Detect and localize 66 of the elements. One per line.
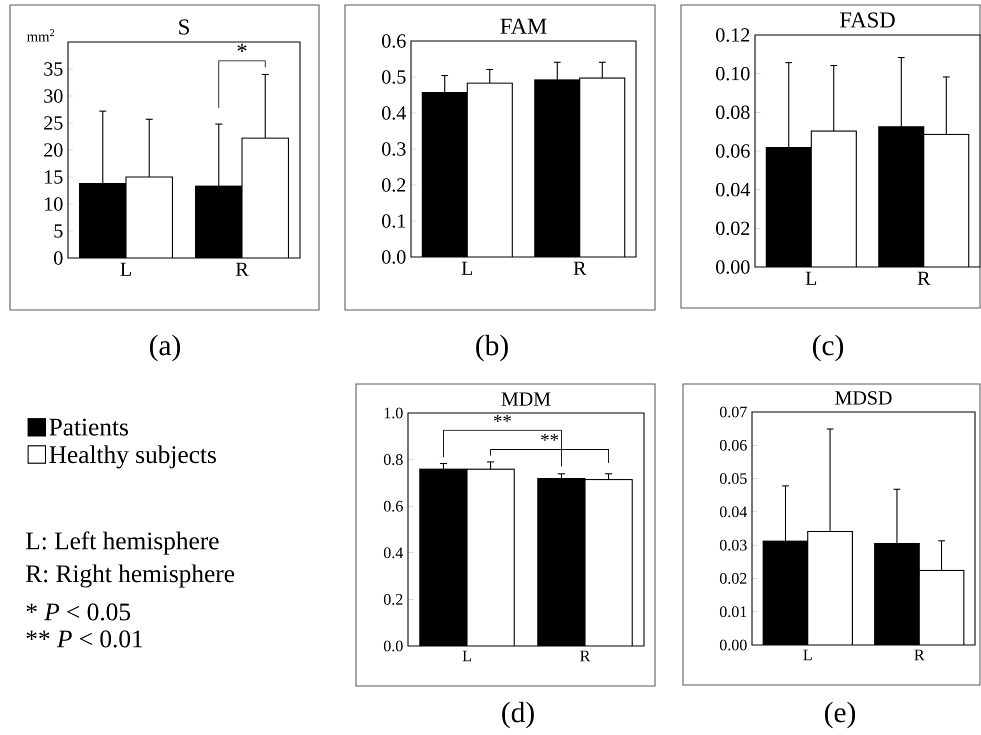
chart-title: MDM [502, 392, 550, 406]
y-tick-label: 0.07 [720, 406, 747, 418]
chart-title: FASD [840, 12, 895, 28]
y-tick-label: 0.8 [384, 454, 403, 466]
x-axis-title: (e) [825, 702, 856, 728]
x-tick-label: L [803, 650, 812, 660]
x-tick-label: R [914, 650, 925, 660]
y-tick-label: 0.10 [716, 66, 750, 80]
y-tick-label: 5 [54, 224, 63, 238]
text: L: Left hemisphere [26, 531, 219, 555]
y-tick-label: 0.06 [716, 144, 750, 158]
y-tick-label: 0.05 [720, 473, 747, 484]
y-tick-label: 0.0 [384, 640, 403, 652]
x-tick-label: R [580, 650, 590, 662]
x-tick-label: L [806, 272, 816, 285]
y-tick-label: 0.6 [382, 34, 406, 48]
x-tick-label: R [236, 262, 249, 276]
y-tick-label: 0.02 [716, 222, 750, 236]
y-tick-label: 0 [54, 251, 63, 265]
y-tick-label: 0.1 [382, 214, 406, 228]
x-axis-title: (c) [813, 334, 844, 362]
y-tick-label: 0.00 [716, 260, 750, 274]
x-axis-title: (b) [476, 334, 508, 362]
x-tick-label: R [918, 272, 930, 285]
annotation: ** [494, 415, 511, 422]
y-tick-label: 0.6 [384, 500, 403, 512]
y-tick-label: 0.0 [382, 250, 406, 264]
y-tick-label: 0.00 [720, 640, 747, 650]
x-tick-label: R [574, 262, 586, 275]
y-tick-label: 0.12 [716, 28, 750, 42]
chart-title: S [179, 19, 189, 35]
y-tick-label: 0.04 [720, 506, 748, 518]
y-tick-label: 0.03 [720, 540, 747, 551]
y-tick-label: 0.4 [384, 547, 404, 558]
legend-label: Healthy subjects [49, 445, 216, 468]
annotation: ** [541, 434, 558, 441]
x-tick-label: L [462, 650, 471, 662]
y-tick-label: 0.04 [716, 182, 750, 196]
y-tick-label: 0.3 [382, 142, 406, 156]
legend-label: Patients [49, 418, 128, 436]
text: *P < 0.05 [26, 603, 130, 621]
y-tick-label: 35 [44, 62, 63, 76]
y-tick-label: 10 [45, 197, 63, 211]
x-tick-label: L [462, 262, 472, 275]
y-tick-label: 20 [44, 143, 63, 157]
y-tick-label: 0.2 [384, 594, 402, 605]
y-axis-title: mm$^{2}$ [26, 29, 54, 42]
annotation: * [237, 44, 247, 52]
x-tick-label: L [120, 262, 131, 276]
text: ** P < 0.01 [26, 630, 142, 648]
x-axis-title: (d) [502, 702, 534, 728]
chart-title: MDSD [835, 391, 892, 405]
text: R: Right hemisphere [26, 564, 234, 588]
x-axis-title: (a) [150, 334, 180, 362]
y-tick-label: 0.01 [720, 606, 746, 618]
chart-title: FAM [500, 18, 547, 34]
y-tick-label: 0.06 [720, 440, 747, 451]
y-tick-label: 1.0 [384, 408, 403, 418]
y-tick-label: 30 [44, 89, 63, 103]
y-tick-label: 0.08 [716, 106, 750, 120]
y-tick-label: 0.4 [382, 106, 406, 120]
y-tick-label: 0.02 [720, 573, 746, 584]
y-tick-label: 25 [44, 116, 63, 130]
y-tick-label: 0.2 [382, 178, 406, 192]
y-tick-label: 0.5 [382, 70, 406, 84]
y-tick-label: 15 [45, 170, 63, 184]
